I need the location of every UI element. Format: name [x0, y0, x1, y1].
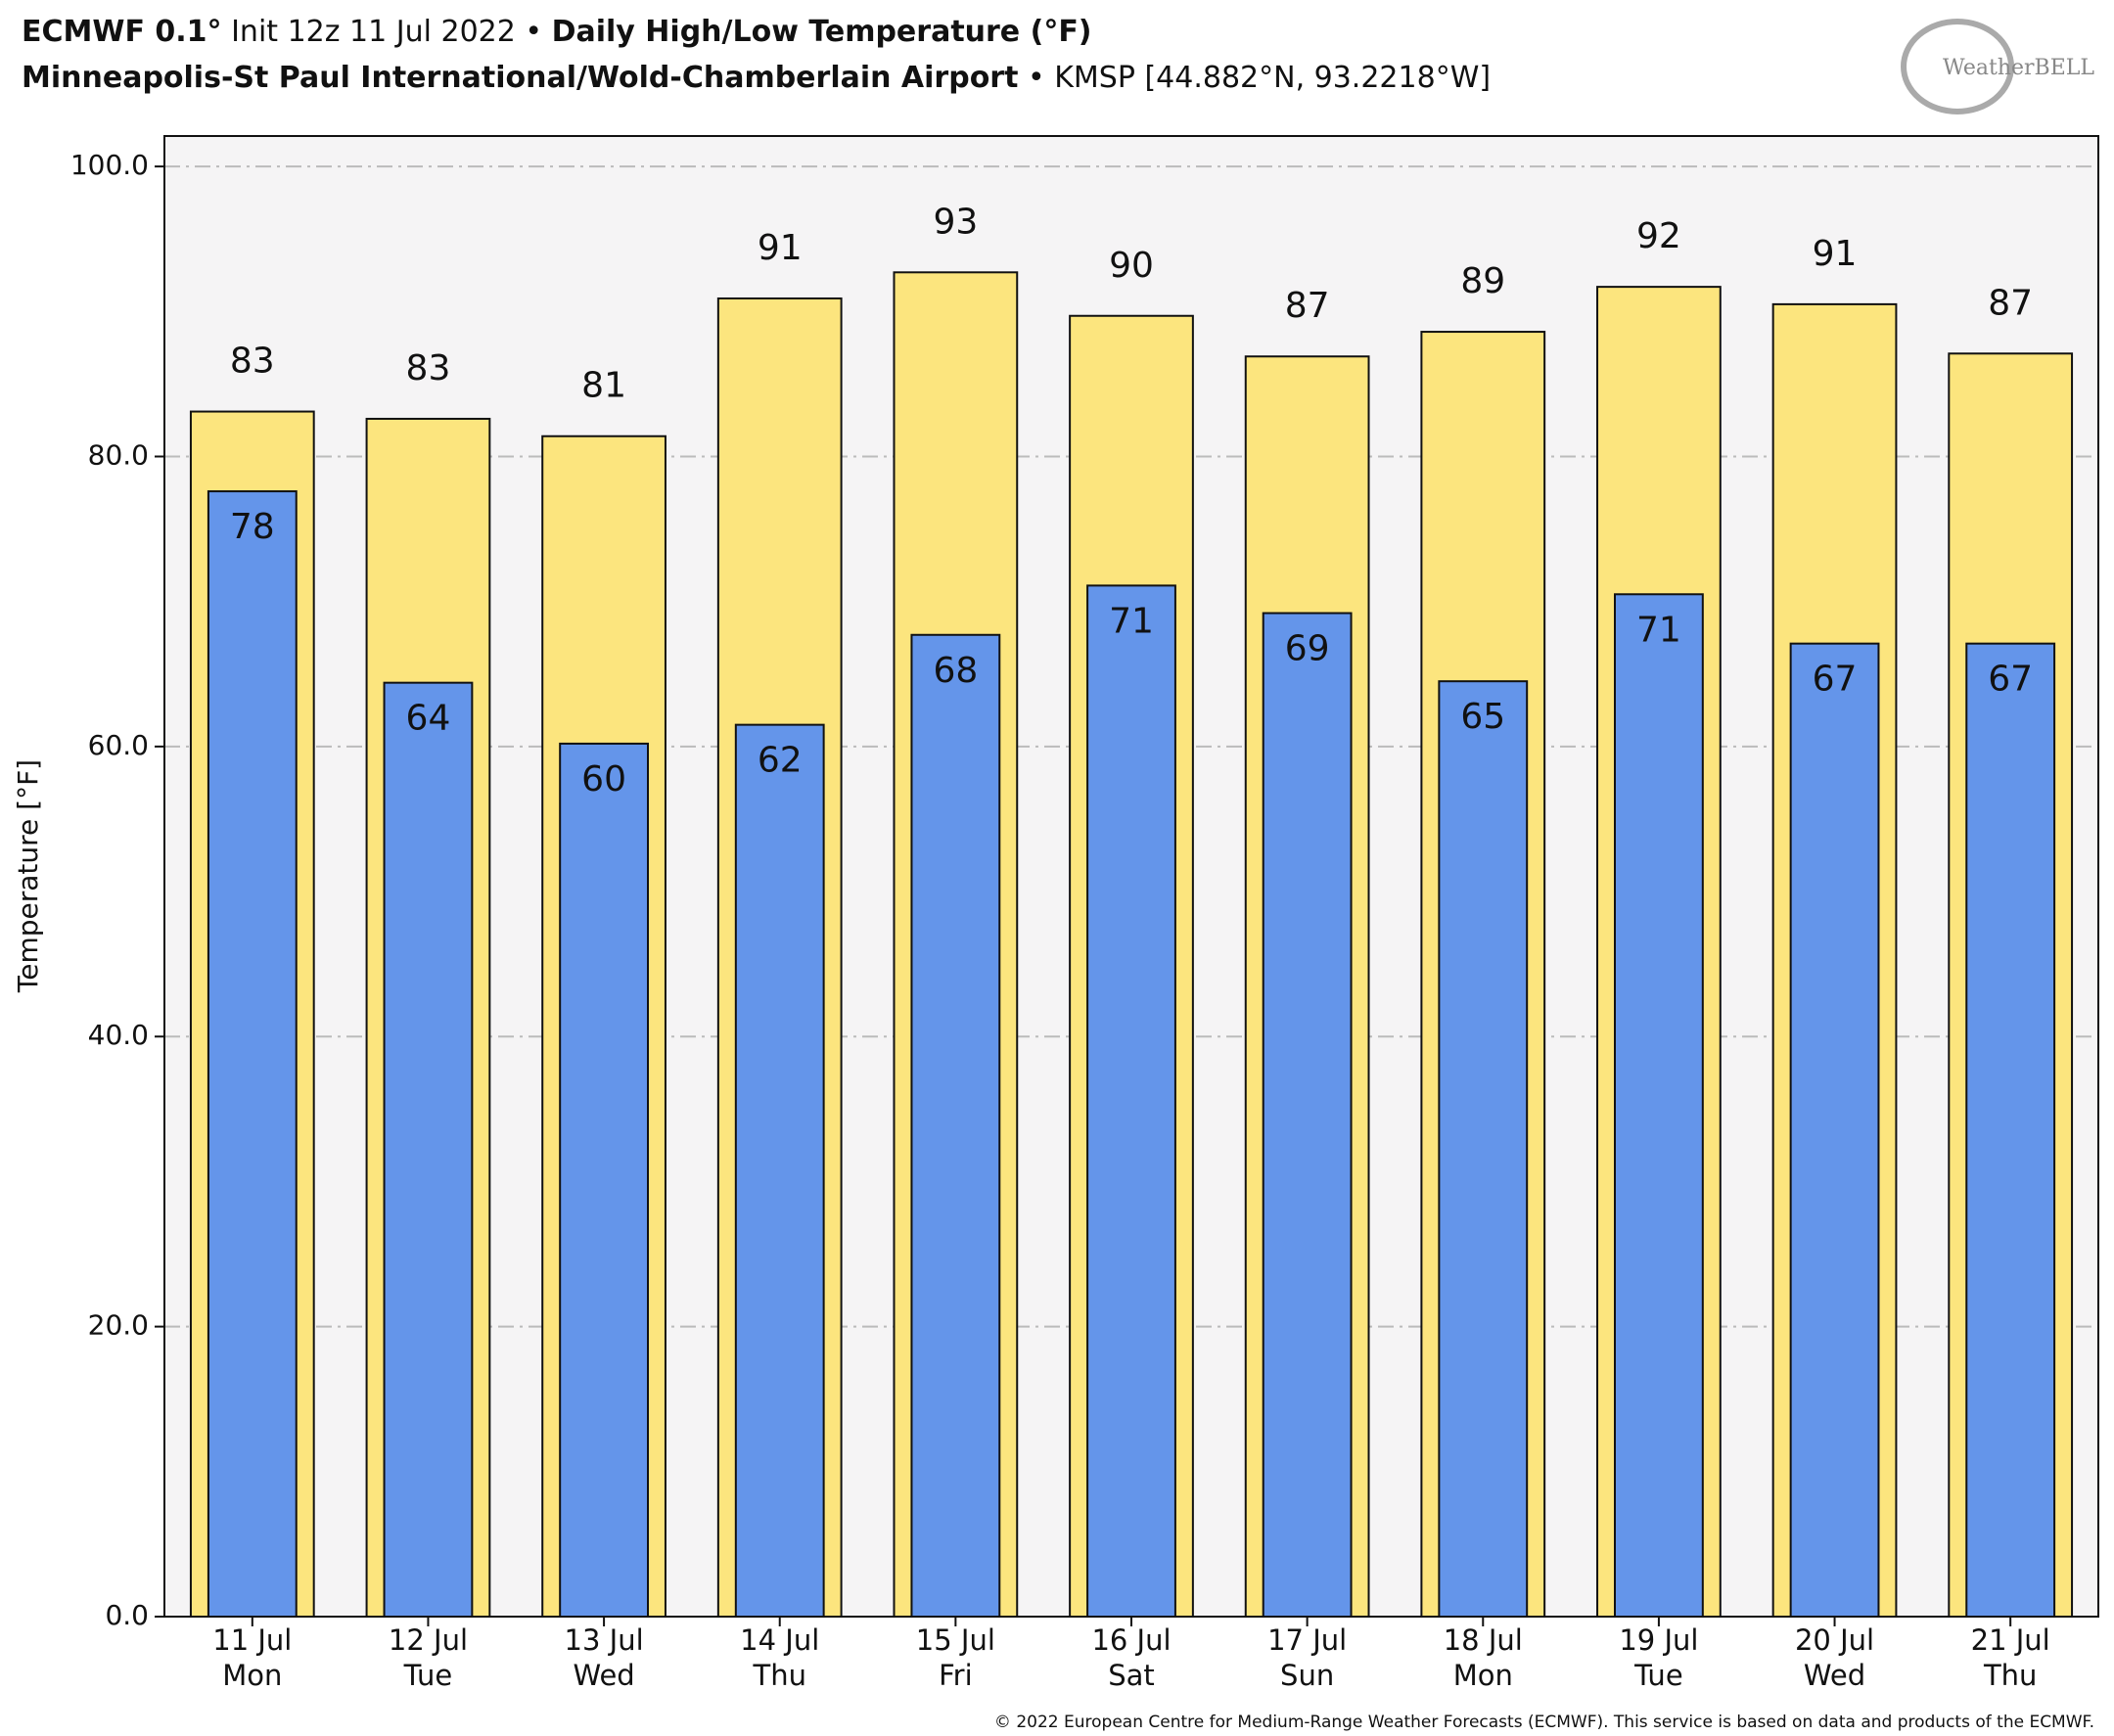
low-bar: [1086, 584, 1176, 1618]
logo-swirl: [1901, 19, 2014, 114]
low-bar: [559, 742, 650, 1618]
y-tick-label: 100.0: [70, 149, 149, 181]
value-label: 64: [406, 699, 451, 739]
x-tick-label: 11 Jul: [212, 1623, 292, 1657]
x-tick-label: 18 Jul: [1444, 1623, 1523, 1657]
value-label: 83: [406, 348, 451, 388]
value-label: 67: [1988, 660, 2033, 700]
x-tick-label: Thu: [752, 1659, 805, 1692]
chart-title: ECMWF 0.1° Init 12z 11 Jul 2022 • Daily …: [22, 15, 1092, 49]
x-tick-label: 12 Jul: [389, 1623, 468, 1657]
value-label: 83: [230, 342, 275, 382]
plot-frame: [163, 135, 2099, 1618]
value-label: 92: [1636, 216, 1681, 256]
x-tick-label: Mon: [1453, 1659, 1513, 1692]
low-bar: [1614, 593, 1704, 1618]
title-part: Daily High/Low Temperature (°F): [552, 15, 1092, 49]
subtitle-part: Minneapolis-St Paul International/Wold-C…: [22, 61, 1018, 95]
y-tick-label: 60.0: [88, 729, 149, 761]
x-tick-label: Sun: [1280, 1659, 1334, 1692]
value-label: 81: [581, 366, 626, 406]
x-tick-label: 20 Jul: [1795, 1623, 1874, 1657]
x-tick-label: 16 Jul: [1091, 1623, 1171, 1657]
value-label: 93: [933, 202, 978, 242]
y-tick-label: 80.0: [88, 438, 149, 471]
footer: © 2022 European Centre for Medium-Range …: [994, 1713, 2094, 1732]
low-bar: [383, 681, 474, 1618]
x-tick-label: Thu: [1983, 1659, 2037, 1692]
x-tick-label: 15 Jul: [916, 1623, 995, 1657]
x-tick-label: Tue: [1633, 1659, 1683, 1692]
y-tick-label: 20.0: [88, 1309, 149, 1342]
low-bar: [1262, 612, 1353, 1618]
y-tick-label: 40.0: [88, 1019, 149, 1051]
value-label: 91: [758, 228, 803, 268]
value-label: 89: [1460, 261, 1505, 301]
value-label: 71: [1636, 610, 1681, 650]
value-label: 71: [1109, 601, 1154, 641]
value-label: 87: [1285, 286, 1330, 326]
x-tick-label: Tue: [403, 1659, 453, 1692]
low-bar: [910, 633, 1001, 1618]
low-bar: [1789, 642, 1880, 1618]
title-part: ECMWF 0.1°: [22, 15, 222, 49]
low-bar: [1965, 642, 2056, 1618]
x-tick-label: 19 Jul: [1619, 1623, 1698, 1657]
x-tick-label: Fri: [939, 1659, 973, 1692]
x-tick-label: 14 Jul: [740, 1623, 819, 1657]
title-part: Init 12z 11 Jul 2022 •: [222, 15, 552, 49]
value-label: 68: [933, 651, 978, 691]
low-bar: [207, 490, 298, 1619]
x-tick-label: Wed: [1804, 1659, 1865, 1692]
low-bar: [1438, 680, 1529, 1618]
value-label: 67: [1813, 660, 1858, 700]
x-tick-label: Sat: [1108, 1659, 1155, 1692]
x-tick-label: 17 Jul: [1267, 1623, 1347, 1657]
value-label: 69: [1285, 629, 1330, 669]
x-tick-label: Mon: [222, 1659, 282, 1692]
value-label: 62: [758, 741, 803, 781]
value-label: 60: [581, 759, 626, 799]
value-label: 65: [1460, 697, 1505, 737]
low-bar: [734, 723, 825, 1618]
x-tick-label: 21 Jul: [1971, 1623, 2050, 1657]
x-tick-label: Wed: [573, 1659, 634, 1692]
chart-subtitle: Minneapolis-St Paul International/Wold-C…: [22, 61, 1491, 95]
y-axis-label: Temperature [°F]: [12, 759, 44, 993]
x-tick-label: 13 Jul: [565, 1623, 644, 1657]
subtitle-part: • KMSP [44.882°N, 93.2218°W]: [1018, 61, 1491, 95]
value-label: 78: [230, 507, 275, 547]
value-label: 91: [1813, 234, 1858, 274]
value-label: 87: [1988, 283, 2033, 323]
y-tick-label: 0.0: [105, 1599, 149, 1631]
value-label: 90: [1109, 246, 1154, 286]
logo: WeatherBELL: [1943, 56, 2094, 80]
